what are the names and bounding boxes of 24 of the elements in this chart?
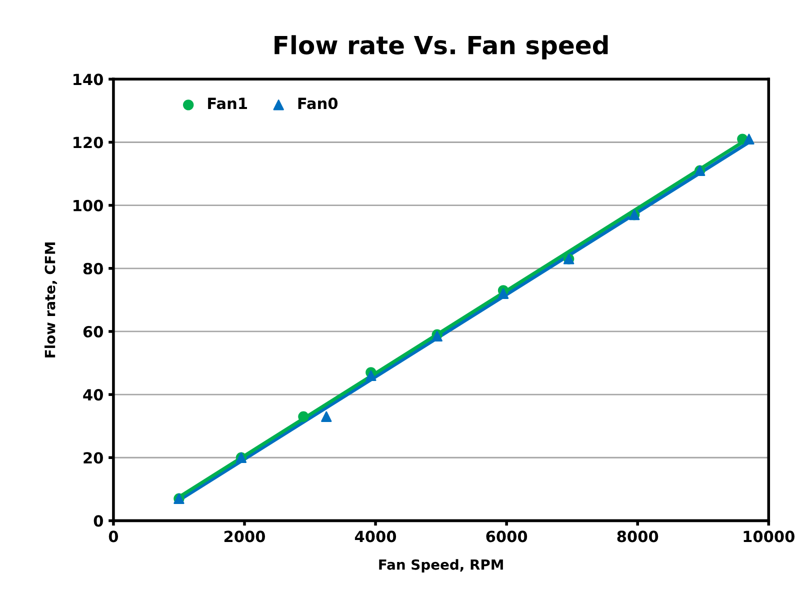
legend-label: Fan0 bbox=[298, 98, 338, 110]
y-tick-label: 140 bbox=[74, 74, 104, 86]
x-tick-label: 6000 bbox=[486, 530, 528, 542]
y-tick-label: 0 bbox=[94, 515, 104, 527]
point bbox=[298, 411, 309, 422]
point bbox=[321, 411, 332, 422]
y-tick-label: 100 bbox=[74, 200, 104, 212]
x-tick-label: 10000 bbox=[744, 530, 794, 542]
y-tick-label: 40 bbox=[83, 389, 104, 401]
point bbox=[498, 288, 509, 299]
y-tick-label: 60 bbox=[83, 326, 104, 338]
x-tick-label: 0 bbox=[108, 530, 118, 542]
y-tick-label: 80 bbox=[83, 262, 104, 274]
x-tick-label: 4000 bbox=[354, 530, 396, 542]
point bbox=[744, 134, 754, 144]
y-axis-title: Flow rate, CFM bbox=[44, 242, 58, 358]
point bbox=[366, 370, 376, 381]
y-tick-label: 120 bbox=[74, 136, 104, 148]
chart-title: Flow rate Vs. Fan speed bbox=[274, 35, 608, 60]
legend-label: Fan1 bbox=[208, 98, 247, 110]
x-axis-title: Fan Speed, RPM bbox=[379, 559, 503, 573]
y-tick-label: 20 bbox=[84, 452, 104, 464]
x-tick-label: 8000 bbox=[617, 530, 658, 542]
x-tick-label: 2000 bbox=[224, 530, 266, 542]
